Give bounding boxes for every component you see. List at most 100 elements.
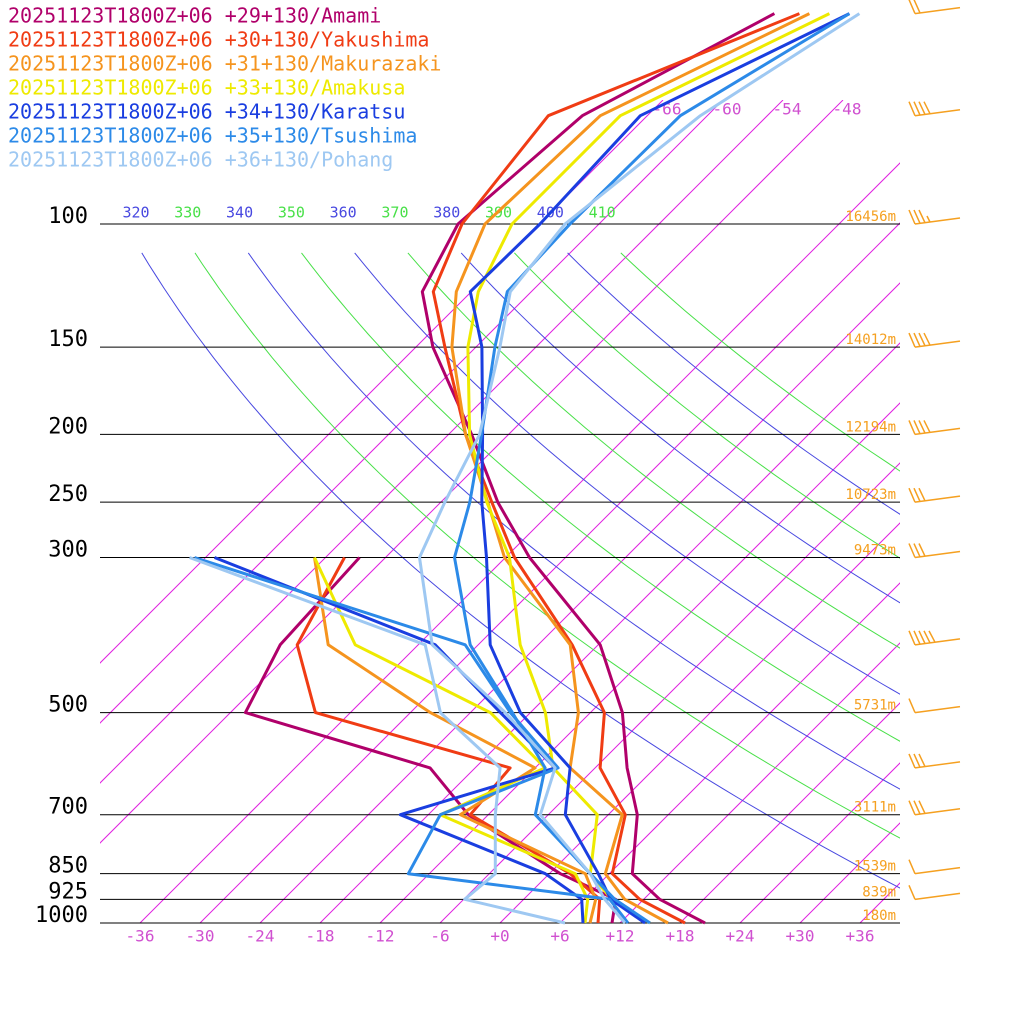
x-tick-label: +12 bbox=[606, 927, 635, 946]
barb-staff bbox=[914, 550, 961, 559]
isotherm bbox=[319, 342, 900, 923]
adiabats bbox=[141, 252, 900, 889]
height-label: 180m bbox=[862, 908, 896, 924]
isotherm-label: -48 bbox=[833, 100, 862, 119]
barb bbox=[928, 630, 936, 643]
barb-staff bbox=[914, 638, 961, 646]
barb bbox=[923, 101, 931, 115]
temperature-line bbox=[468, 12, 851, 925]
adiabat bbox=[407, 252, 900, 649]
y-tick-label: 500 bbox=[48, 693, 88, 718]
barb-staff bbox=[914, 892, 961, 901]
barb-staff bbox=[914, 705, 961, 714]
adiabat bbox=[460, 252, 900, 604]
y-tick-label: 850 bbox=[48, 854, 88, 879]
wind-barb bbox=[908, 698, 961, 714]
y-tick-label: 300 bbox=[48, 538, 88, 563]
barb bbox=[918, 420, 926, 434]
adiabat bbox=[301, 252, 900, 742]
y-tick-label: 100 bbox=[48, 204, 88, 229]
legend-entry: 20251123T1800Z+06 +33+130/Amakusa bbox=[8, 76, 405, 100]
isotherm bbox=[739, 762, 900, 923]
barb-staff bbox=[914, 761, 961, 769]
isotherm bbox=[379, 402, 900, 923]
isotherm bbox=[259, 282, 900, 923]
barb bbox=[908, 209, 916, 225]
barb bbox=[913, 630, 921, 645]
x-tick-label: +0 bbox=[490, 927, 509, 946]
barb bbox=[908, 753, 916, 769]
barb bbox=[908, 101, 916, 117]
barb bbox=[913, 487, 921, 502]
wind-barb bbox=[908, 487, 961, 503]
adiabat bbox=[247, 252, 900, 790]
barb-staff bbox=[914, 427, 961, 436]
legend-entry: 20251123T1800Z+06 +31+130/Makurazaki bbox=[8, 52, 441, 76]
barb bbox=[923, 630, 931, 644]
adiabat-label: 380 bbox=[433, 204, 460, 222]
x-tick-label: +30 bbox=[786, 927, 815, 946]
wind-barb bbox=[908, 859, 961, 875]
x-tick-label: -30 bbox=[186, 927, 215, 946]
barb bbox=[908, 0, 916, 14]
legend-entry: 20251123T1800Z+06 +35+130/Tsushima bbox=[8, 124, 417, 148]
adiabat-label: 330 bbox=[174, 204, 201, 222]
wind-barb bbox=[908, 101, 961, 117]
y-tick-label: 925 bbox=[48, 879, 88, 904]
barb-staff bbox=[914, 495, 961, 503]
x-tick-label: -12 bbox=[366, 927, 395, 946]
barb-staff bbox=[914, 217, 961, 225]
adiabat bbox=[567, 252, 900, 515]
legend-entry: 20251123T1800Z+06 +36+130/Pohang bbox=[8, 148, 393, 172]
wind-barb bbox=[908, 630, 961, 646]
temperature-line bbox=[466, 12, 831, 925]
y-tick-label: 150 bbox=[48, 327, 88, 352]
barb bbox=[918, 630, 926, 644]
y-tick-label: 200 bbox=[48, 414, 88, 439]
legend-entry: 20251123T1800Z+06 +30+130/Yakushima bbox=[8, 28, 429, 52]
temperature-line bbox=[450, 12, 811, 925]
adiabat bbox=[354, 252, 900, 695]
barb bbox=[918, 332, 926, 347]
barb-staff bbox=[914, 340, 961, 348]
wind-barb bbox=[908, 753, 961, 769]
isotherm bbox=[100, 100, 784, 784]
height-label: 10723m bbox=[845, 487, 896, 503]
barb bbox=[923, 332, 931, 346]
plot: -36 -30 -24 -18 -12 -6 +0 +6 +12 +18 +24 +30 +36 -66 -… bbox=[8, 0, 961, 946]
barb bbox=[913, 800, 921, 815]
adiabat bbox=[514, 252, 900, 559]
adiabat bbox=[194, 252, 900, 839]
x-tick-label: +36 bbox=[846, 927, 875, 946]
x-tick-label: -36 bbox=[126, 927, 155, 946]
y-tick-label: 700 bbox=[48, 795, 88, 820]
barb bbox=[908, 859, 916, 874]
barb bbox=[918, 209, 926, 223]
x-tick-label: +6 bbox=[550, 927, 569, 946]
barb bbox=[918, 543, 926, 557]
wind-barb bbox=[908, 209, 961, 225]
wind-barb bbox=[908, 420, 961, 436]
y-tick-label: 250 bbox=[48, 482, 88, 507]
height-label: 16456m bbox=[845, 209, 896, 225]
isotherm bbox=[799, 822, 900, 923]
height-label: 12194m bbox=[845, 419, 896, 435]
adiabat-label: 320 bbox=[122, 204, 149, 222]
adiabat-label: 360 bbox=[330, 204, 357, 222]
x-tick-label: -18 bbox=[306, 927, 335, 946]
height-label: 5731m bbox=[854, 698, 896, 714]
barb-staff bbox=[914, 807, 961, 816]
height-label: 3111m bbox=[854, 800, 896, 816]
isotherm-label: -54 bbox=[773, 100, 802, 119]
barb bbox=[923, 420, 931, 433]
barb bbox=[913, 543, 921, 558]
barb bbox=[908, 800, 916, 816]
barb bbox=[908, 487, 916, 503]
adiabat bbox=[620, 252, 900, 472]
isotherm bbox=[100, 100, 724, 724]
adiabat-label: 340 bbox=[226, 204, 253, 222]
barb bbox=[918, 800, 926, 814]
x-tick-label: -6 bbox=[430, 927, 449, 946]
height-label: 14012m bbox=[845, 332, 896, 348]
